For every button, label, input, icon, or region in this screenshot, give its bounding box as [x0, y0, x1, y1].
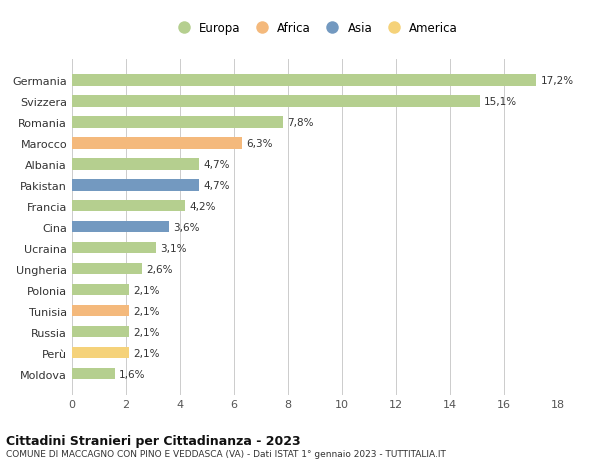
Text: 6,3%: 6,3%	[246, 139, 272, 148]
Text: 1,6%: 1,6%	[119, 369, 146, 379]
Text: 17,2%: 17,2%	[541, 76, 574, 86]
Bar	[72, 263, 142, 275]
Text: 4,2%: 4,2%	[190, 202, 216, 211]
Text: 2,1%: 2,1%	[133, 285, 159, 295]
Bar	[72, 326, 128, 338]
Bar	[72, 75, 536, 86]
Bar	[72, 96, 480, 107]
Text: 4,7%: 4,7%	[203, 180, 229, 190]
Bar	[72, 117, 283, 128]
Text: 2,1%: 2,1%	[133, 306, 159, 316]
Bar	[72, 347, 128, 358]
Bar	[72, 201, 185, 212]
Legend: Europa, Africa, Asia, America: Europa, Africa, Asia, America	[172, 22, 458, 35]
Text: 3,6%: 3,6%	[173, 222, 200, 232]
Bar	[72, 368, 115, 380]
Text: 3,1%: 3,1%	[160, 243, 186, 253]
Bar	[72, 242, 156, 254]
Text: COMUNE DI MACCAGNO CON PINO E VEDDASCA (VA) - Dati ISTAT 1° gennaio 2023 - TUTTI: COMUNE DI MACCAGNO CON PINO E VEDDASCA (…	[6, 449, 446, 458]
Bar	[72, 138, 242, 149]
Bar	[72, 305, 128, 317]
Text: 2,6%: 2,6%	[146, 264, 173, 274]
Text: Cittadini Stranieri per Cittadinanza - 2023: Cittadini Stranieri per Cittadinanza - 2…	[6, 434, 301, 447]
Bar	[72, 179, 199, 191]
Text: 4,7%: 4,7%	[203, 159, 229, 169]
Bar	[72, 221, 169, 233]
Bar	[72, 159, 199, 170]
Text: 2,1%: 2,1%	[133, 348, 159, 358]
Bar	[72, 284, 128, 296]
Text: 2,1%: 2,1%	[133, 327, 159, 337]
Text: 7,8%: 7,8%	[287, 118, 313, 128]
Text: 15,1%: 15,1%	[484, 96, 517, 106]
